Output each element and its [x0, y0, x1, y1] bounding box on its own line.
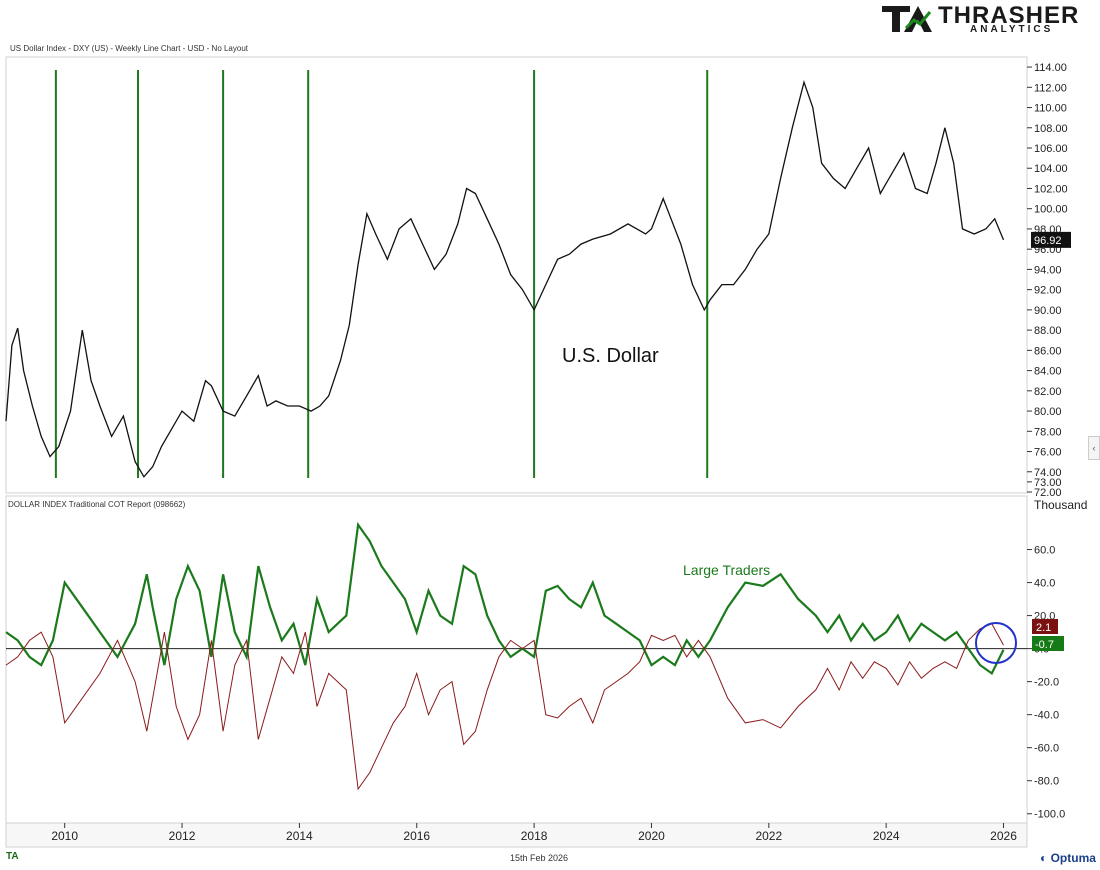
- x-tick-label: 2012: [169, 829, 196, 843]
- footer-ta-mark: TA: [6, 851, 19, 862]
- last-value-badge-text: 96.92: [1034, 235, 1062, 247]
- price-y-tick-label: 102.00: [1034, 183, 1068, 195]
- green-last-badge: [1032, 636, 1064, 651]
- price-y-tick-label: 88.00: [1034, 325, 1062, 337]
- large-traders-annotation: Large Traders: [683, 562, 770, 578]
- ta-logo-icon: [882, 6, 932, 32]
- price-y-tick-label: 106.00: [1034, 143, 1068, 155]
- large-traders-line: [5, 521, 1005, 676]
- price-y-tick-label: 112.00: [1034, 82, 1067, 94]
- price-y-tick-label: 78.00: [1034, 426, 1062, 438]
- price-y-tick-label: 94.00: [1034, 264, 1062, 276]
- x-tick-label: 2010: [51, 829, 78, 843]
- x-tick-label: 2026: [990, 829, 1017, 843]
- price-y-tick-label: 110.00: [1034, 103, 1067, 115]
- brand-subtitle: ANALYTICS: [970, 24, 1054, 35]
- price-y-tick-label: 104.00: [1034, 163, 1068, 175]
- panel-collapse-handle[interactable]: ‹: [1088, 436, 1100, 460]
- small-traders-line: [5, 623, 1004, 791]
- x-axis-strip: [5, 822, 1028, 848]
- x-tick-label: 2018: [521, 829, 548, 843]
- price-y-tick-label: 72.00: [1034, 487, 1062, 499]
- cot-y-tick-label: -60.0: [1034, 743, 1059, 755]
- cot-y-tick-label: 60.0: [1034, 545, 1055, 557]
- footer-vendor: ◐ Optuma: [1040, 851, 1096, 865]
- x-tick-label: 2016: [403, 829, 430, 843]
- cot-chart-title: DOLLAR INDEX Traditional COT Report (098…: [8, 500, 186, 509]
- x-tick-label: 2024: [873, 829, 900, 843]
- optuma-icon: ◐: [1040, 851, 1048, 865]
- x-tick-label: 2022: [755, 829, 782, 843]
- price-y-tick-label: 100.00: [1034, 204, 1068, 216]
- cot-y-tick-label: 40.0: [1034, 578, 1055, 590]
- cot-y-tick-label: -20.0: [1034, 677, 1059, 689]
- footer-vendor-label: Optuma: [1050, 851, 1096, 865]
- x-tick-label: 2020: [638, 829, 665, 843]
- price-y-tick-label: 108.00: [1034, 123, 1068, 135]
- price-y-tick-label: 74.00: [1034, 467, 1062, 479]
- price-y-tick-label: 90.00: [1034, 305, 1062, 317]
- green-last-badge-text: -0.7: [1035, 639, 1054, 651]
- last-value-badge: [1031, 231, 1071, 248]
- price-y-tick-label: 80.00: [1034, 406, 1062, 418]
- price-y-tick-label: 114.00: [1034, 62, 1067, 74]
- highlight-circle: [975, 622, 1017, 664]
- cot-y-tick-label: -100.0: [1034, 809, 1065, 821]
- cot-y-tick-label: -40.0: [1034, 710, 1059, 722]
- price-y-tick-label: 86.00: [1034, 345, 1062, 357]
- x-tick-label: 2014: [286, 829, 313, 843]
- brand-name: THRASHER: [938, 2, 1080, 29]
- footer-date: 15th Feb 2026: [510, 853, 569, 863]
- brand-logo: THRASHER ANALYTICS: [880, 2, 1080, 36]
- cot-y-tick-label: -80.0: [1034, 776, 1059, 788]
- dxy-price-line: [5, 79, 1005, 478]
- price-y-tick-label: 92.00: [1034, 285, 1062, 297]
- unit-label: Thousand: [1034, 498, 1087, 512]
- price-y-tick-label: 84.00: [1034, 366, 1062, 378]
- price-y-tick-label: 82.00: [1034, 386, 1062, 398]
- price-y-tick-label: 73.00: [1034, 477, 1062, 489]
- red-last-badge-text: 2.1: [1036, 622, 1051, 634]
- price-y-tick-label: 76.00: [1034, 447, 1062, 459]
- red-last-badge: [1032, 619, 1058, 634]
- price-y-tick-label: 96.00: [1034, 244, 1062, 256]
- price-chart-title: US Dollar Index - DXY (US) - Weekly Line…: [10, 44, 249, 53]
- us-dollar-annotation: U.S. Dollar: [562, 345, 659, 367]
- price-panel-frame: [5, 56, 1028, 494]
